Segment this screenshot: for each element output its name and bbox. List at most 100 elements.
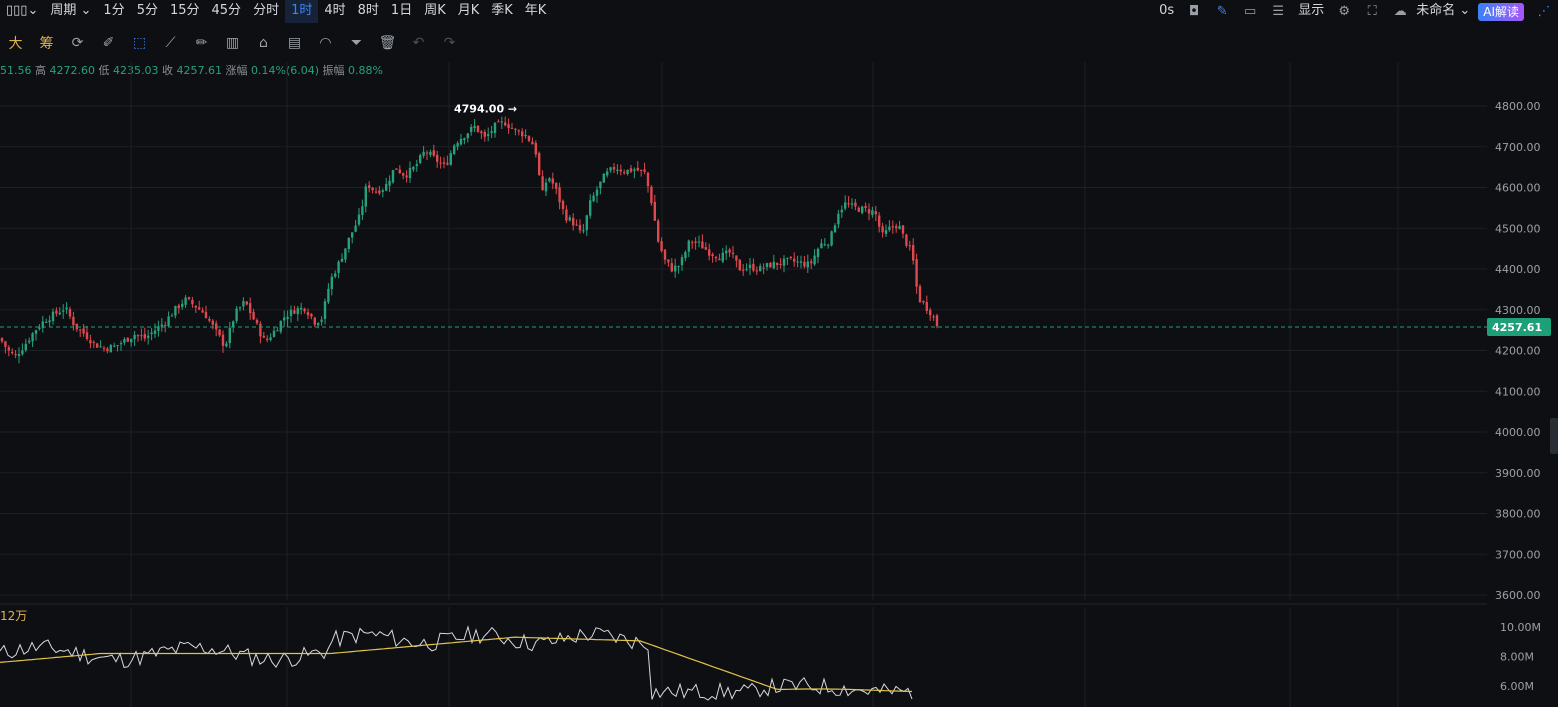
period-4h[interactable]: 4时 bbox=[324, 3, 346, 18]
y-tick-label: 3600.00 bbox=[1495, 589, 1541, 602]
candle-up bbox=[585, 215, 588, 231]
period-1d[interactable]: 1日 bbox=[390, 3, 413, 18]
candle-up bbox=[786, 257, 789, 259]
period-intraday[interactable]: 分时 bbox=[253, 3, 280, 18]
menu-icon[interactable]: ☰ bbox=[1272, 4, 1285, 19]
candle-down bbox=[857, 207, 860, 212]
candle-up bbox=[320, 319, 323, 322]
display-button[interactable]: 显示 bbox=[1298, 3, 1325, 18]
undo-icon[interactable]: ↶ bbox=[412, 35, 425, 51]
candle-up bbox=[24, 343, 27, 351]
bar-compare-icon[interactable]: ▥ bbox=[225, 35, 240, 51]
period-15m[interactable]: 15分 bbox=[169, 3, 200, 18]
window-icon[interactable]: ▭ bbox=[1244, 4, 1257, 19]
share-icon[interactable]: ⋰ bbox=[1537, 4, 1551, 19]
big-label[interactable]: 大 bbox=[8, 36, 23, 52]
candle-down bbox=[521, 131, 524, 137]
candle-up bbox=[340, 258, 344, 262]
candle-down bbox=[255, 319, 259, 324]
candle-up bbox=[130, 338, 133, 343]
candle-down bbox=[480, 131, 483, 134]
candle-up bbox=[582, 230, 585, 232]
price-chart[interactable]: 4800.00 4700.00 4600.00 4500.00 4400.00 4300.… bbox=[0, 58, 1558, 707]
layout-name-dropdown[interactable]: 未命名 ⌄ bbox=[1416, 3, 1471, 18]
period-year[interactable]: 年K bbox=[524, 3, 547, 18]
redo-icon[interactable]: ↷ bbox=[443, 35, 456, 51]
top-right-controls: 0s ◘ ✎ ▭ ☰ 显示 ⚙ ⛶ ☁ 未命名 ⌄ AI解读 ⋰ bbox=[1153, 0, 1558, 23]
candle-down bbox=[901, 225, 905, 234]
candle-up bbox=[595, 189, 599, 196]
gear-icon[interactable]: ⚙ bbox=[1338, 4, 1351, 19]
filter-icon[interactable]: ⏷ bbox=[350, 35, 363, 51]
trash-icon[interactable]: 🗑 bbox=[378, 35, 397, 51]
lock-icon[interactable]: ⌂ bbox=[259, 35, 268, 51]
brush-icon[interactable]: ✏ bbox=[195, 35, 208, 51]
candle-up bbox=[391, 170, 395, 183]
sync-icon[interactable]: ⟳ bbox=[71, 35, 84, 51]
candle-up bbox=[844, 202, 847, 209]
volume-tick-label: 10.00M bbox=[1500, 621, 1541, 634]
candle-down bbox=[742, 269, 745, 271]
volume-label: 12万 bbox=[0, 609, 28, 623]
candle-up bbox=[235, 308, 238, 321]
camera-icon[interactable]: ◘ bbox=[1189, 4, 1200, 19]
candle-down bbox=[313, 317, 316, 325]
candle-up bbox=[289, 309, 293, 316]
candle-down bbox=[619, 169, 622, 172]
ruler-icon[interactable]: ⟋ bbox=[165, 35, 176, 51]
ai-button[interactable]: AI解读 bbox=[1478, 2, 1524, 21]
candle-up bbox=[884, 230, 888, 234]
period-quarter[interactable]: 季K bbox=[491, 3, 513, 18]
candle-down bbox=[708, 249, 711, 256]
candle-down bbox=[932, 316, 935, 318]
cloud-icon[interactable]: ☁ bbox=[1393, 4, 1407, 19]
candle-up bbox=[616, 169, 619, 171]
edit-icon[interactable]: ✎ bbox=[1216, 4, 1228, 19]
period-45m[interactable]: 45分 bbox=[211, 3, 242, 18]
candle-up bbox=[748, 264, 752, 268]
candle-down bbox=[510, 127, 514, 129]
period-1h[interactable]: 1时 bbox=[285, 0, 319, 23]
candle-down bbox=[789, 257, 792, 259]
candle-up bbox=[269, 337, 272, 340]
period-5m[interactable]: 5分 bbox=[136, 3, 158, 18]
candle-up bbox=[381, 190, 384, 192]
candle-up bbox=[861, 206, 864, 213]
price-axis-handle[interactable] bbox=[1550, 418, 1558, 454]
candle-up bbox=[568, 217, 571, 221]
candle-down bbox=[527, 136, 531, 141]
chips-label[interactable]: 筹 bbox=[39, 36, 54, 52]
candle-up bbox=[677, 266, 680, 268]
pen-icon[interactable]: ✐ bbox=[102, 35, 115, 51]
fullscreen-icon[interactable]: ⛶ bbox=[1367, 4, 1377, 19]
candle-down bbox=[85, 332, 89, 339]
candle-down bbox=[140, 335, 143, 337]
note-icon[interactable]: ▤ bbox=[287, 35, 302, 51]
candle-down bbox=[657, 220, 660, 242]
layout-name: 未命名 bbox=[1416, 3, 1456, 18]
candle-up bbox=[38, 327, 41, 329]
candle-up bbox=[609, 167, 612, 171]
candle-down bbox=[555, 182, 558, 189]
candle-down bbox=[211, 320, 214, 325]
candle-down bbox=[531, 141, 534, 145]
candle-down bbox=[89, 340, 92, 344]
candle-down bbox=[483, 131, 486, 137]
amplitude-label: 振幅 bbox=[322, 64, 345, 77]
period-week[interactable]: 周K bbox=[424, 3, 446, 18]
period-1m[interactable]: 1分 bbox=[103, 3, 125, 18]
candle-down bbox=[14, 354, 17, 356]
candle-down bbox=[177, 305, 180, 309]
candle-up bbox=[463, 138, 466, 141]
candle-up bbox=[544, 182, 548, 192]
candle-down bbox=[776, 262, 779, 265]
period-dropdown[interactable]: 周期 ⌄ bbox=[50, 3, 92, 18]
candle-up bbox=[99, 346, 102, 348]
magnet-icon[interactable]: ◠ bbox=[319, 35, 332, 51]
candle-down bbox=[551, 178, 554, 184]
period-month[interactable]: 月K bbox=[457, 3, 480, 18]
candle-down bbox=[194, 305, 197, 308]
candlestick-chart-icon[interactable]: ▯▯▯⌄ bbox=[6, 3, 39, 18]
period-8h[interactable]: 8时 bbox=[357, 3, 379, 18]
box-select-icon[interactable]: ⬚ bbox=[132, 35, 147, 51]
